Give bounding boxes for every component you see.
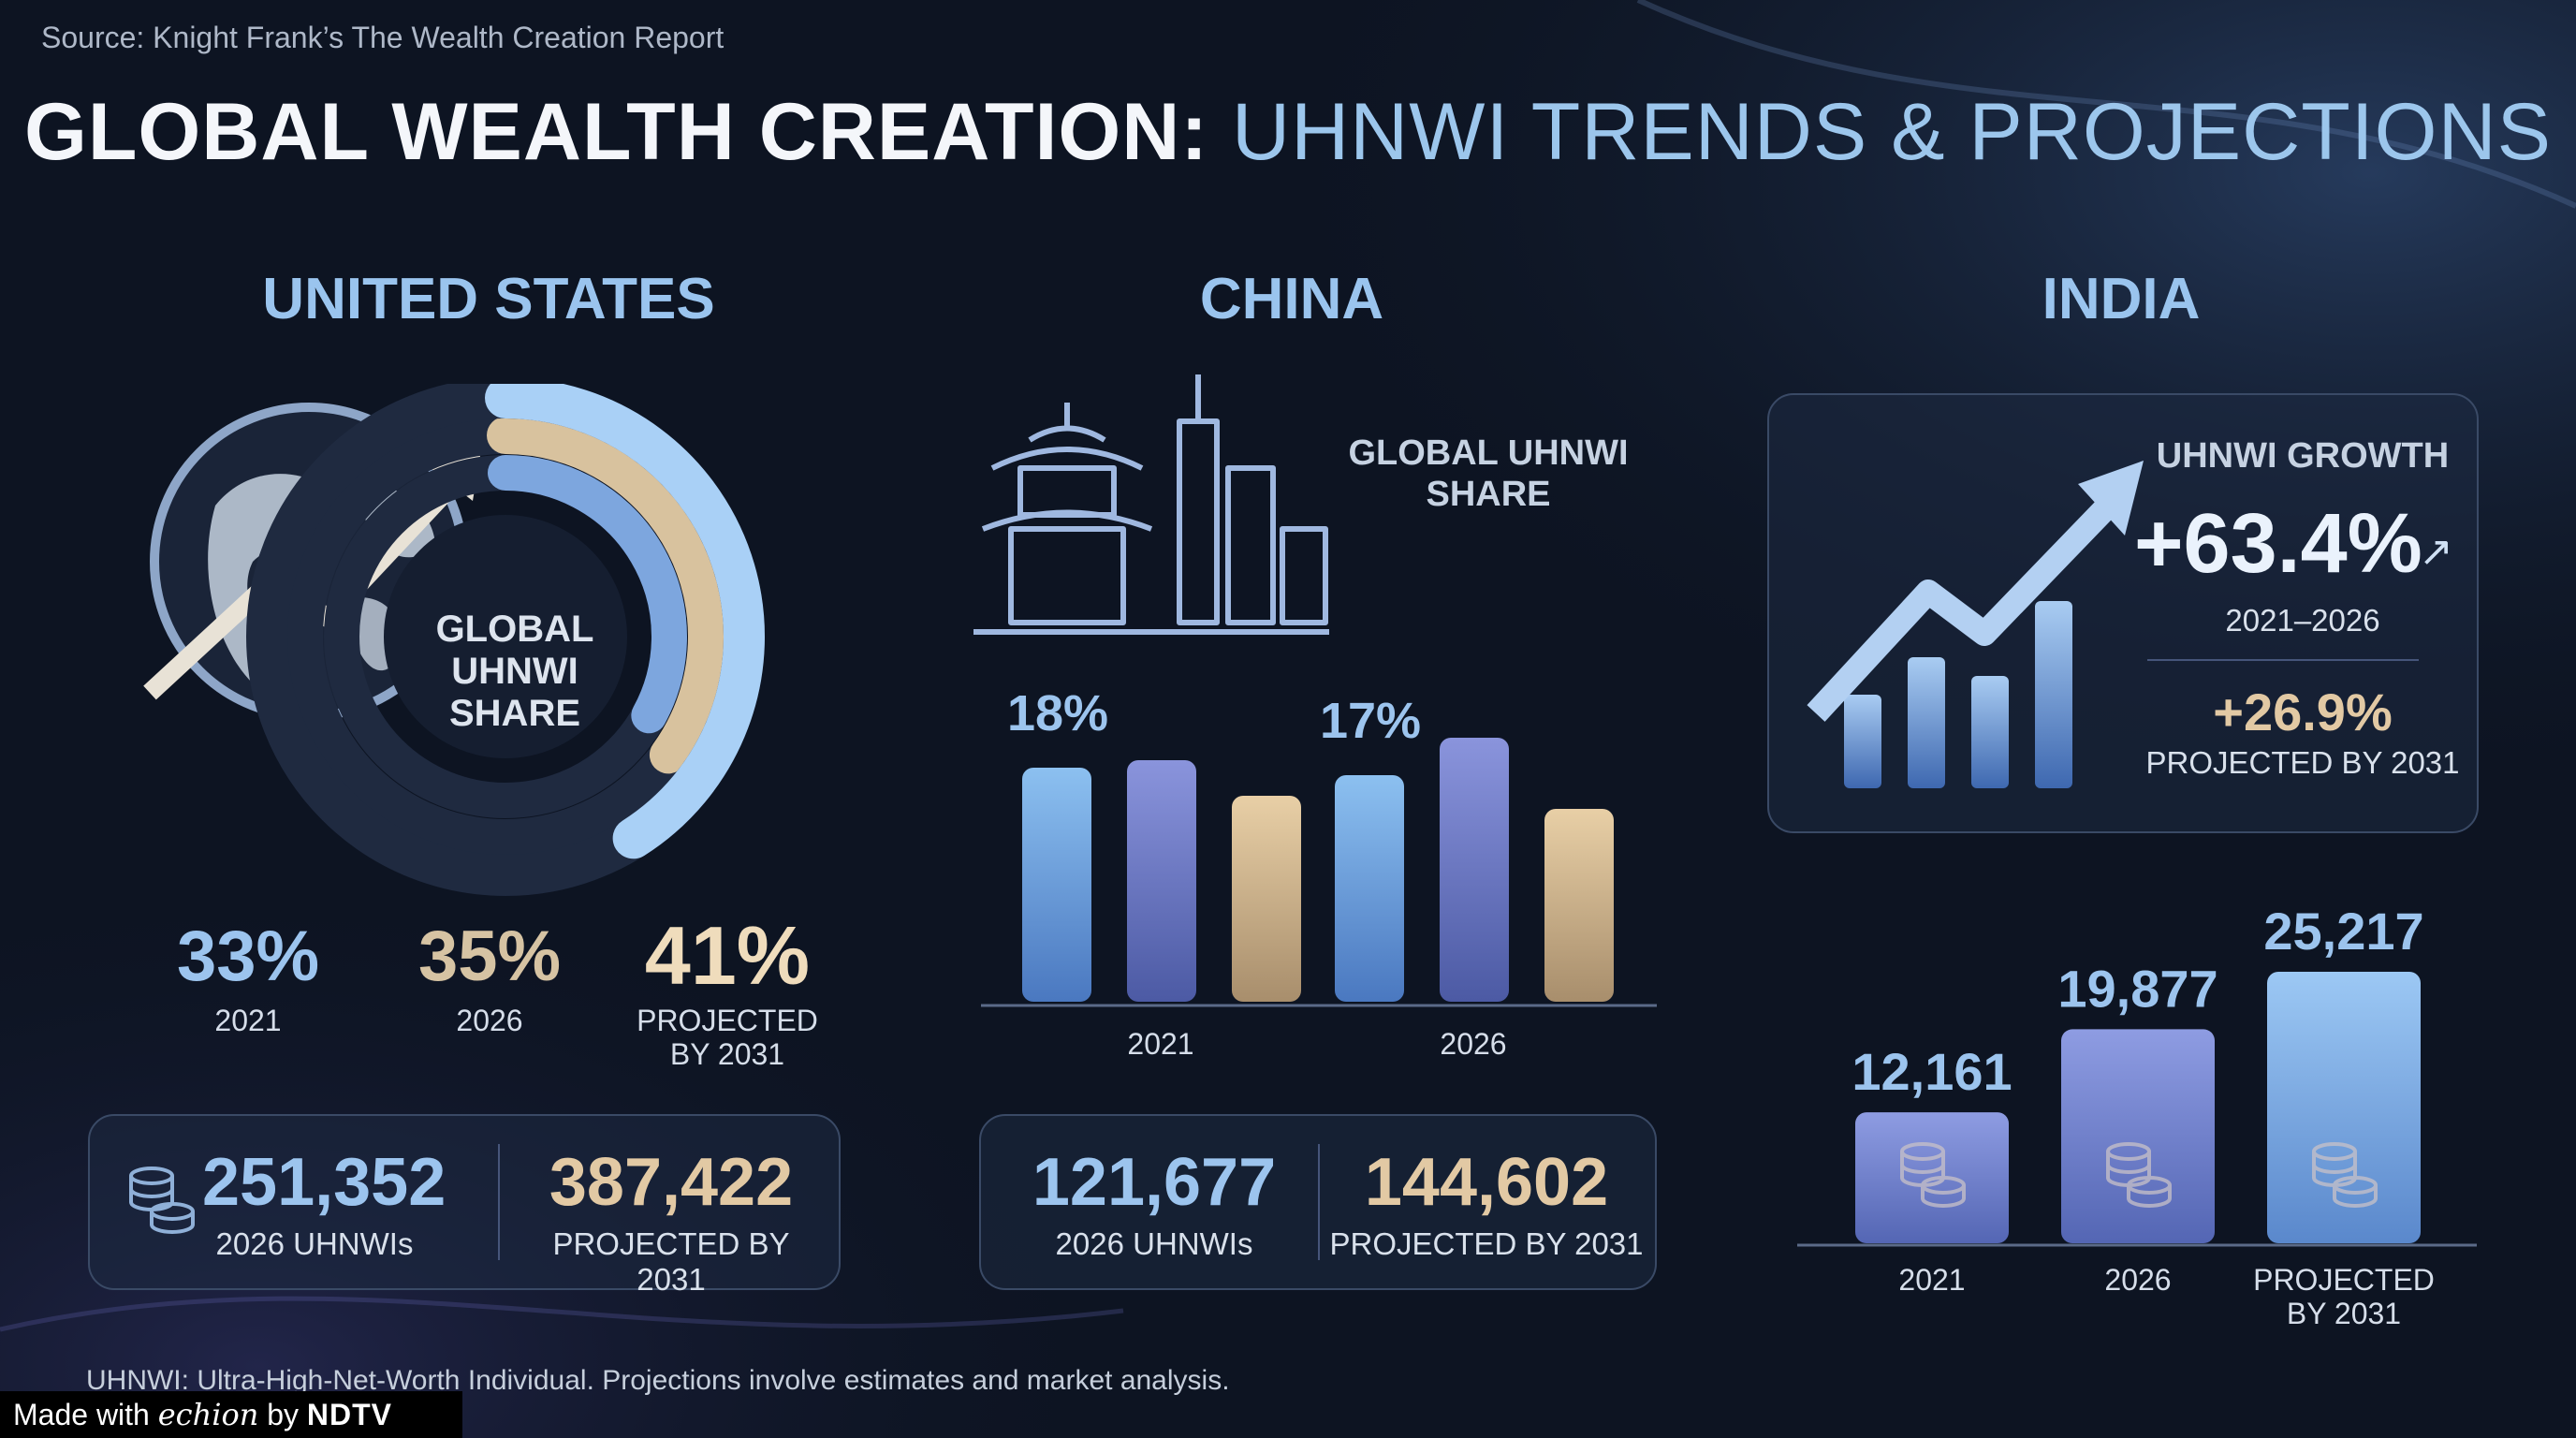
us-share-2021-value: 33%: [176, 917, 320, 996]
china-bar-label-2026: 17%: [1320, 693, 1421, 749]
made-with-badge[interactable]: Made with echion by NDTV: [0, 1391, 462, 1438]
china-bar-2026-b: [1440, 738, 1509, 1002]
china-tick-2026: 2026: [1440, 1027, 1506, 1061]
us-heading: UNITED STATES: [262, 267, 715, 331]
china-tick-2021: 2021: [1127, 1027, 1193, 1061]
china-bar-2021-b: [1127, 760, 1196, 1002]
us-donut-label-3: SHARE: [449, 693, 580, 734]
china-bar-2021-c: [1232, 796, 1301, 1002]
source-text: Source: Knight Frank’s The Wealth Creati…: [41, 21, 724, 54]
india-growth-title: UHNWI GROWTH: [2156, 436, 2450, 476]
us-share-2031-label-1: PROJECTED: [637, 1004, 818, 1037]
china-bar-2026-c: [1544, 809, 1614, 1002]
china-share-label: GLOBAL UHNWI SHARE: [1310, 433, 1666, 515]
coins-icon: [1900, 1142, 1966, 1208]
india-tick-2031-1: PROJECTED: [2253, 1263, 2435, 1297]
badge-prefix: Made with: [13, 1398, 150, 1431]
china-share-label-2: SHARE: [1426, 475, 1551, 514]
india-tick-2026: 2026: [2104, 1263, 2171, 1297]
india-bar-chart: 12,161 19,877 25,217 2021 2026 PROJECTED B…: [1797, 902, 2477, 1330]
us-stat-2031-label: PROJECTED BY 2031: [552, 1226, 790, 1297]
city-skyline-icon: [973, 374, 1329, 635]
india-bar-label-0: 12,161: [1852, 1042, 2012, 1101]
india-tick-2021: 2021: [1898, 1263, 1965, 1297]
china-stat-2031-value: 144,602: [1364, 1145, 1609, 1220]
us-donut-label-1: GLOBAL: [436, 609, 594, 650]
coins-icon: [129, 1167, 195, 1234]
india-proj-label: PROJECTED BY 2031: [2145, 745, 2460, 780]
page-title: GLOBAL WEALTH CREATION: UHNWI TRENDS & P…: [0, 86, 2576, 179]
us-share-2031-label-2: BY 2031: [669, 1037, 785, 1071]
us-donut-rings: [246, 384, 765, 896]
divider: [2147, 659, 2419, 661]
india-bar-2: [2267, 972, 2421, 1243]
china-bar-2026-share: [1335, 775, 1404, 1002]
china-stat-2026-value: 121,677: [1032, 1145, 1277, 1220]
india-growth-panel: UHNWI GROWTH +63.4% ↗ 2021–2026 +26.9% P…: [1767, 393, 2479, 833]
us-stats-panel: 251,352 2026 UHNWIs 387,422 PROJECTED BY…: [88, 1114, 841, 1297]
badge-brand: echion: [157, 1397, 259, 1432]
india-growth-period: 2021–2026: [2225, 603, 2380, 638]
us-share-2026-label: 2026: [456, 1004, 523, 1037]
us-share-2026-value: 35%: [417, 917, 562, 996]
coins-icon: [2106, 1142, 2172, 1208]
us-donut-chart: GLOBAL UHNWI SHARE: [143, 384, 765, 896]
china-heading: CHINA: [1199, 267, 1384, 331]
us-share-2031-value: 41%: [644, 909, 811, 1002]
us-share-2031-label: PROJECTED BY 2031: [620, 1004, 835, 1071]
badge-by: by: [267, 1398, 299, 1431]
badge-org: NDTV: [306, 1398, 392, 1431]
india-bar-label-1: 19,877: [2057, 959, 2217, 1018]
arrow-up-right-icon: ↗: [2419, 529, 2453, 575]
india-heading: INDIA: [2042, 267, 2201, 331]
title-part-2: UHNWI TRENDS & PROJECTIONS: [1231, 87, 2553, 177]
china-bar-chart: 18% 17% 2021 2026: [981, 693, 1657, 1061]
china-stat-2031-label: PROJECTED BY 2031: [1329, 1226, 1644, 1261]
divider: [498, 1144, 500, 1260]
china-stats-panel: 121,677 2026 UHNWIs 144,602 PROJECTED BY…: [979, 1114, 1657, 1290]
china-bar-label-2021: 18%: [1007, 693, 1108, 741]
divider: [1318, 1144, 1320, 1260]
china-bar-2021-share: [1022, 768, 1091, 1002]
growth-chart-icon: [1807, 461, 2144, 788]
india-bar-1: [2061, 1029, 2215, 1243]
coins-icon: [2312, 1142, 2378, 1208]
india-bars-group: 12,161 19,877 25,217: [1852, 902, 2424, 1243]
china-share-label-1: GLOBAL UHNWI: [1348, 433, 1629, 473]
us-stat-2031-value: 387,422: [549, 1145, 794, 1220]
us-share-2026-arc: [487, 417, 725, 774]
india-bar-label-2: 25,217: [2263, 902, 2423, 961]
us-share-2031-arc: [485, 384, 765, 859]
title-part-1: GLOBAL WEALTH CREATION:: [23, 87, 1209, 177]
us-stat-2026-label: 2026 UHNWIs: [215, 1226, 414, 1261]
us-stat-2026-value: 251,352: [202, 1145, 446, 1220]
us-share-2021-arc: [488, 455, 687, 734]
china-stat-2026-label: 2026 UHNWIs: [1055, 1226, 1253, 1261]
india-growth-value: +63.4%: [2134, 497, 2422, 591]
us-donut-label-2: UHNWI: [451, 651, 578, 692]
us-share-2021-label: 2021: [214, 1004, 282, 1037]
india-proj-value: +26.9%: [2213, 682, 2393, 741]
footnote: UHNWI: Ultra-High-Net-Worth Individual. …: [86, 1365, 1230, 1396]
india-tick-2031-2: BY 2031: [2287, 1297, 2401, 1330]
